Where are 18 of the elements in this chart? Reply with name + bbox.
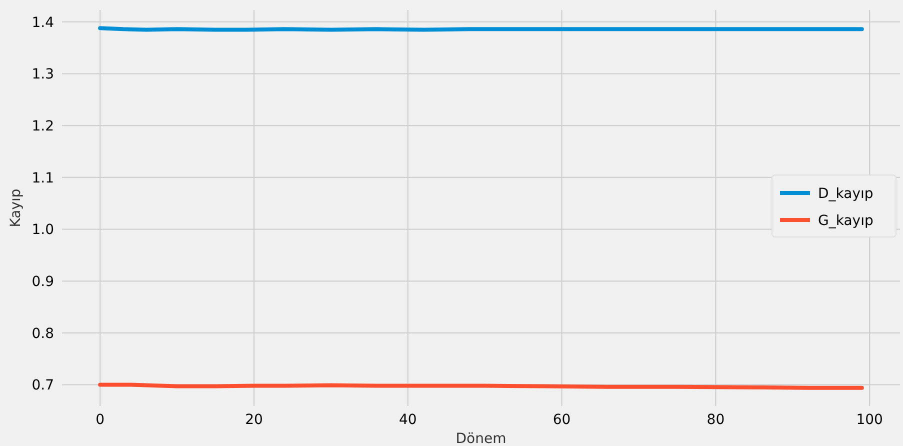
x-tick-label: 0	[96, 412, 105, 428]
y-tick-label: 1.2	[32, 118, 54, 134]
y-tick-label: 0.8	[32, 326, 54, 342]
x-tick-label: 60	[552, 412, 571, 428]
legend-label: D_kayıp	[818, 186, 874, 202]
x-tick-label: 20	[245, 412, 263, 428]
x-tick-label: 100	[856, 412, 883, 428]
x-tick-label: 40	[398, 412, 417, 428]
y-tick-label: 1.0	[32, 222, 54, 238]
y-tick-label: 1.4	[32, 14, 54, 31]
y-axis-title: Kayıp	[8, 188, 24, 228]
y-tick-label: 0.7	[32, 378, 54, 394]
y-tick-label: 1.1	[32, 170, 54, 186]
legend-label: G_kayıp	[818, 212, 874, 229]
y-tick-label: 1.3	[32, 66, 54, 83]
x-axis-title: Dönem	[456, 431, 506, 446]
x-tick-label: 80	[706, 412, 725, 428]
y-tick-label: 0.9	[32, 274, 54, 290]
